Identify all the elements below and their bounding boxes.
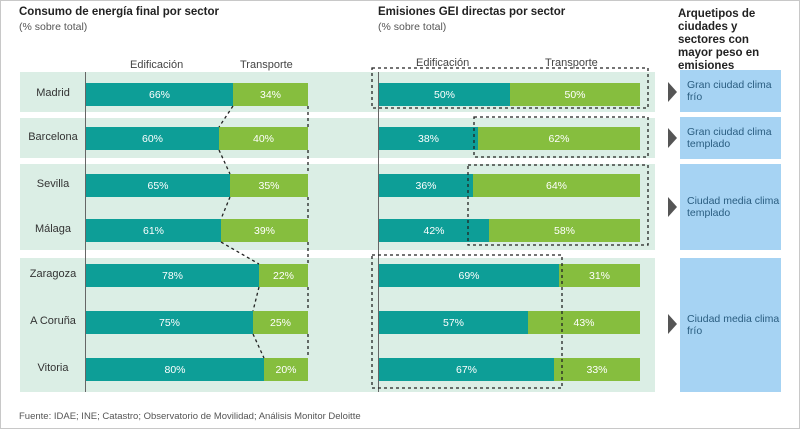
left-header-transporte: Transporte xyxy=(240,59,293,71)
left-axis-line xyxy=(85,72,86,392)
emisiones-highlight-sevilla-malaga xyxy=(467,164,649,246)
emisiones-bar-edificacion-zaragoza: 69% xyxy=(379,264,559,287)
emisiones-bar-edificacion-sevilla: 36% xyxy=(379,174,473,197)
energia-bar-transporte-vitoria: 20% xyxy=(264,358,308,381)
energia-split-connector xyxy=(220,241,260,265)
energia-bar-edificacion-barcelona: 60% xyxy=(86,127,219,150)
energia-bar-edificacion-madrid: 66% xyxy=(86,83,233,106)
energia-bar-edificacion-a-coruna: 75% xyxy=(86,311,253,334)
emisiones-bar-edificacion-madrid: 50% xyxy=(379,83,510,106)
left-chart-title: Consumo de energía final por sector xyxy=(19,6,220,18)
emisiones-bar-transporte-zaragoza: 31% xyxy=(559,264,640,287)
emisiones-bar-edificacion-vitoria: 67% xyxy=(379,358,554,381)
mid-header-transporte: Transporte xyxy=(545,57,598,69)
mid-chart-title: Emisiones GEI directas por sector xyxy=(378,6,566,18)
mid-header-edificacion: Edificación xyxy=(416,57,470,69)
city-label-barcelona: Barcelona xyxy=(28,131,78,143)
mid-chart-subtitle: (% sobre total) xyxy=(378,21,447,33)
arrow-icon xyxy=(668,314,677,334)
arrow-icon xyxy=(668,82,677,102)
emisiones-bar-edificacion-malaga: 42% xyxy=(379,219,489,242)
emisiones-bar-transporte-vitoria: 33% xyxy=(554,358,640,381)
city-label-zaragoza: Zaragoza xyxy=(29,268,77,280)
energia-split-connector xyxy=(218,105,234,128)
energia-bar-edificacion-sevilla: 65% xyxy=(86,174,230,197)
left-chart-subtitle: (% sobre total) xyxy=(19,21,88,33)
city-label-vitoria: Vitoria xyxy=(37,362,69,374)
emisiones-highlight-zaragoza-coruna-vitoria xyxy=(371,254,563,389)
archetype-box-gran-ciudad-frio: Gran ciudad clima frío xyxy=(680,70,781,112)
emisiones-bar-transporte-barcelona: 62% xyxy=(478,127,640,150)
emisiones-bar-edificacion-barcelona: 38% xyxy=(379,127,478,150)
city-label-malaga: Málaga xyxy=(34,223,72,235)
footer-source: Fuente: IDAE; INE; Catastro; Observatori… xyxy=(19,411,361,422)
energia-bar-edificacion-zaragoza: 78% xyxy=(86,264,259,287)
emisiones-bar-transporte-madrid: 50% xyxy=(510,83,640,106)
archetype-box-gran-ciudad-templado: Gran ciudad clima templado xyxy=(680,117,781,159)
mid-axis-line xyxy=(378,72,379,392)
energia-bar-transporte-a-coruna: 25% xyxy=(253,311,308,334)
archetype-title: Arquetipos de ciudades y sectores con ma… xyxy=(678,8,760,72)
emisiones-bar-edificacion-a-coruna: 57% xyxy=(379,311,528,334)
arrow-icon xyxy=(668,128,677,148)
left-header-edificacion: Edificación xyxy=(130,59,184,71)
energia-bar-edificacion-vitoria: 80% xyxy=(86,358,264,381)
city-label-a-coruna: A Coruña xyxy=(30,315,76,327)
emisiones-bar-transporte-a-coruna: 43% xyxy=(528,311,640,334)
arrow-icon xyxy=(668,197,677,217)
energia-split-connector xyxy=(252,286,260,312)
emisiones-highlight-barcelona xyxy=(473,116,649,158)
energia-bar-transporte-zaragoza: 22% xyxy=(259,264,308,287)
energia-bar-transporte-barcelona: 40% xyxy=(219,127,308,150)
energia-bar-transporte-sevilla: 35% xyxy=(230,174,308,197)
energia-bar-transporte-malaga: 39% xyxy=(221,219,308,242)
energia-bar-edificacion-malaga: 61% xyxy=(86,219,221,242)
archetype-box-ciudad-media-frio: Ciudad media clima frío xyxy=(680,258,781,392)
energia-split-connector xyxy=(252,333,265,359)
archetype-box-ciudad-media-templado: Ciudad media clima templado xyxy=(680,164,781,250)
emisiones-bar-transporte-malaga: 58% xyxy=(489,219,640,242)
city-label-sevilla: Sevilla xyxy=(36,178,70,190)
energia-split-connector xyxy=(220,196,231,220)
city-label-madrid: Madrid xyxy=(36,87,70,99)
energia-split-connector xyxy=(218,149,231,175)
emisiones-highlight-madrid xyxy=(371,67,649,109)
emisiones-bar-transporte-sevilla: 64% xyxy=(473,174,640,197)
energia-bar-transporte-madrid: 34% xyxy=(233,83,308,106)
